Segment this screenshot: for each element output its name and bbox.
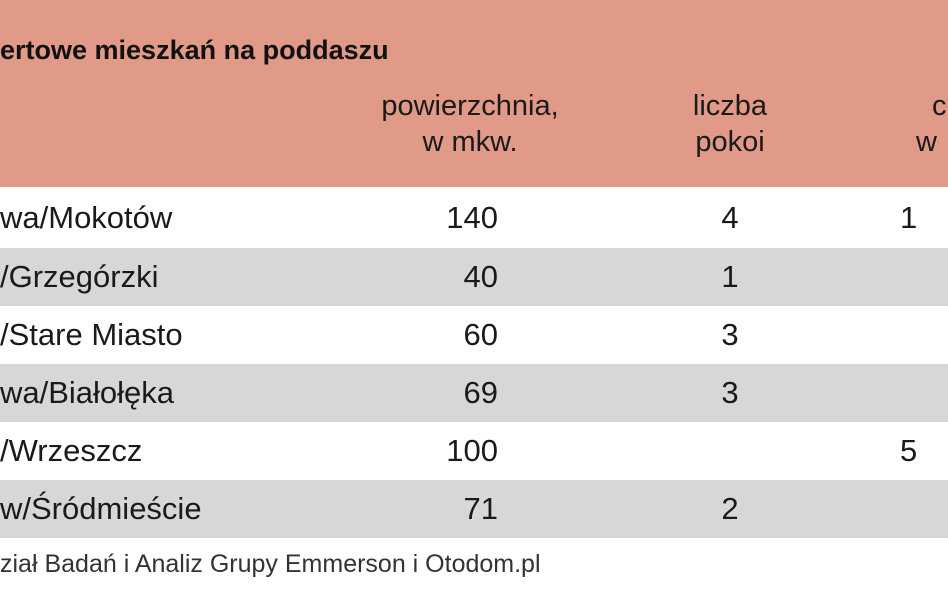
column-header-area-line2: w mkw. bbox=[422, 126, 518, 158]
row-rooms bbox=[700, 422, 760, 480]
column-header-rooms-line2: pokoi bbox=[695, 126, 765, 158]
table-header-band bbox=[0, 0, 948, 187]
column-header-price-line1: c bbox=[932, 90, 947, 122]
source-note: ział Badań i Analiz Grupy Emmerson i Oto… bbox=[0, 550, 541, 578]
column-header-price: c w bbox=[912, 88, 948, 160]
row-area: 100 bbox=[446, 433, 498, 468]
row-rooms: 2 bbox=[721, 491, 739, 526]
row-rooms: 4 bbox=[721, 200, 739, 235]
table-row: /Grzegórzki 40 1 bbox=[0, 248, 948, 306]
row-rooms: 3 bbox=[721, 317, 739, 352]
table-row: w/Śródmieście 71 2 bbox=[0, 480, 948, 538]
row-rooms: 1 bbox=[721, 259, 739, 294]
table-row: /Stare Miasto 60 3 bbox=[0, 306, 948, 364]
row-area: 140 bbox=[446, 200, 498, 235]
column-header-rooms: liczba pokoi bbox=[670, 88, 790, 160]
column-header-area-line1: powierzchnia, bbox=[381, 90, 559, 122]
row-price bbox=[900, 248, 948, 306]
row-location: /Grzegórzki bbox=[0, 259, 159, 294]
row-location: /Stare Miasto bbox=[0, 317, 183, 352]
table-row: wa/Mokotów 140 4 1 bbox=[0, 189, 948, 247]
row-location: wa/Białołęka bbox=[0, 375, 175, 410]
row-price bbox=[900, 480, 948, 538]
row-price bbox=[900, 306, 948, 364]
row-area: 40 bbox=[463, 259, 498, 294]
column-header-price-line2: w bbox=[916, 126, 937, 158]
table-row: /Wrzeszcz 100 5 bbox=[0, 422, 948, 480]
row-location: /Wrzeszcz bbox=[0, 433, 143, 468]
row-area: 60 bbox=[463, 317, 498, 352]
row-location: w/Śródmieście bbox=[0, 491, 202, 526]
table-row: wa/Białołęka 69 3 bbox=[0, 364, 948, 422]
column-header-rooms-line1: liczba bbox=[692, 90, 768, 122]
row-price: 1 bbox=[900, 200, 918, 235]
row-price: 5 bbox=[900, 433, 918, 468]
row-area: 71 bbox=[463, 491, 498, 526]
column-header-area: powierzchnia, w mkw. bbox=[370, 88, 570, 160]
row-area: 69 bbox=[463, 375, 498, 410]
table-title: ertowe mieszkań na poddaszu bbox=[0, 35, 389, 65]
row-rooms: 3 bbox=[721, 375, 739, 410]
row-price bbox=[900, 364, 948, 422]
row-location: wa/Mokotów bbox=[0, 200, 173, 235]
